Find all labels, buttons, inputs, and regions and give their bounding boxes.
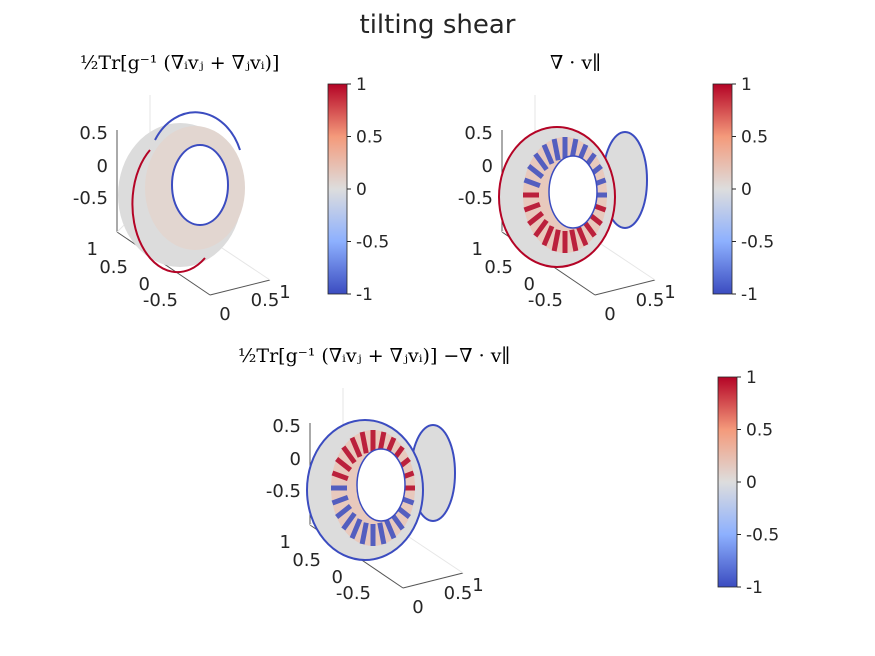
wedge-mark [533, 152, 549, 172]
y-tick-label: 1 [280, 532, 291, 553]
colorbar-tick-label: 1 [356, 75, 367, 95]
x-tick-label: 1 [664, 282, 675, 303]
z-tick-label: -0.5 [266, 481, 301, 502]
wedge-mark [569, 229, 579, 252]
wedge-mark [575, 225, 589, 247]
z-tick-label: -0.5 [458, 188, 493, 209]
colorbar-3: 1 0.5 0 -0.5 -1 [717, 368, 779, 598]
colorbar-gradient [717, 376, 738, 588]
colorbar-tick-label: 1 [746, 368, 757, 388]
x-tick-label: 0 [412, 597, 423, 618]
wedge-mark [331, 470, 349, 482]
ring-hole [356, 448, 406, 522]
x-tick-label: 0 [219, 304, 230, 325]
wedge-mark [335, 457, 353, 472]
wedge-mark [359, 431, 369, 454]
y-tick-label: 0 [524, 274, 535, 295]
wedge-mark [349, 436, 363, 458]
wedge-mark [527, 164, 545, 179]
z-tick-label: 0 [482, 156, 493, 177]
wedge-mark [341, 511, 357, 531]
colorbar-tick-label: 0.5 [356, 128, 383, 148]
x-axis-line [209, 279, 271, 296]
wedge-mark [541, 143, 555, 165]
x-axis-line [594, 279, 656, 296]
colorbar-tick-label: 0 [356, 180, 367, 200]
wedge-mark [533, 218, 549, 238]
wedge-mark [349, 518, 363, 540]
ring-hole [548, 155, 598, 229]
panel-2: 0.50-0.510.50-0.500.5 1 [458, 95, 676, 325]
panel3-title: ½Tr[g⁻¹ (∇ᵢvⱼ + ∇ⱼvᵢ)] −∇ · v∥ [238, 345, 511, 367]
colorbar-tick-label: -0.5 [746, 526, 779, 546]
y-tick-label: 0 [139, 274, 150, 295]
x-axis-line [402, 572, 464, 589]
colorbar-gradient [327, 83, 348, 295]
y-tick-label: 0.5 [99, 257, 128, 278]
y-tick-label: -0.5 [143, 290, 178, 311]
wedge-mark [551, 138, 561, 161]
wedge-mark [383, 518, 397, 540]
y-tick-label: 0.5 [292, 550, 321, 571]
y-tick-label: -0.5 [528, 290, 563, 311]
colorbar-tick-label: -1 [746, 578, 763, 598]
y-tick-label: 0.5 [484, 257, 513, 278]
wedge-mark [377, 522, 387, 545]
x-tick-label: 0 [604, 304, 615, 325]
z-tick-label: 0.5 [79, 123, 108, 144]
z-tick-label: 0 [290, 449, 301, 470]
wedge-mark [335, 504, 353, 519]
z-tick-label: 0 [97, 156, 108, 177]
torus-hole [171, 144, 229, 226]
colorbar-tick-label: 0.5 [746, 421, 773, 441]
z-tick-label: -0.5 [73, 188, 108, 209]
colorbar-gradient [712, 83, 733, 295]
wedge-mark [331, 494, 349, 506]
colorbar-tick-label: 0 [741, 180, 752, 200]
panel-3: 0.50-0.510.50-0.500.5 1 [266, 388, 484, 618]
panel2-title: ∇ · v∥ [550, 52, 601, 74]
red-rim [131, 149, 206, 274]
colorbar-tick-label: 1 [741, 75, 752, 95]
figure-title: tilting shear [359, 10, 516, 40]
wedge-mark [551, 229, 561, 252]
wedge-mark [359, 522, 369, 545]
wedge-mark [541, 225, 555, 247]
panel1-title: ½Tr[g⁻¹ (∇ᵢvⱼ + ∇ⱼvᵢ)] [80, 52, 280, 74]
y-tick-label: 1 [87, 239, 98, 260]
x-tick-label: 0.5 [636, 290, 665, 311]
blue-rim [154, 111, 241, 151]
wedge-mark [341, 445, 357, 465]
colorbar-tick-label: -0.5 [741, 233, 774, 253]
z-tick-label: 0.5 [464, 123, 493, 144]
y-tick-label: 0 [332, 567, 343, 588]
y-tick-label: -0.5 [336, 583, 371, 604]
x-tick-label: 1 [472, 575, 483, 596]
colorbar-tick-label: -1 [741, 285, 758, 305]
x-tick-label: 0.5 [251, 290, 280, 311]
colorbar-1: 1 0.5 0 -0.5 -1 [327, 75, 389, 305]
wedge-mark [523, 201, 541, 213]
colorbar-tick-label: 0.5 [741, 128, 768, 148]
wedge-mark [523, 177, 541, 189]
x-tick-label: 0.5 [444, 583, 473, 604]
z-tick-label: 0.5 [272, 416, 301, 437]
colorbar-tick-label: -0.5 [356, 233, 389, 253]
panel-1: 0.50-0.510.50-0.500.5 1 [73, 95, 291, 325]
y-tick-label: 1 [472, 239, 483, 260]
colorbar-2: 1 0.5 0 -0.5 -1 [712, 75, 774, 305]
colorbar-tick-label: 0 [746, 473, 757, 493]
wedge-mark [527, 211, 545, 226]
x-tick-label: 1 [279, 282, 290, 303]
colorbar-tick-label: -1 [356, 285, 373, 305]
